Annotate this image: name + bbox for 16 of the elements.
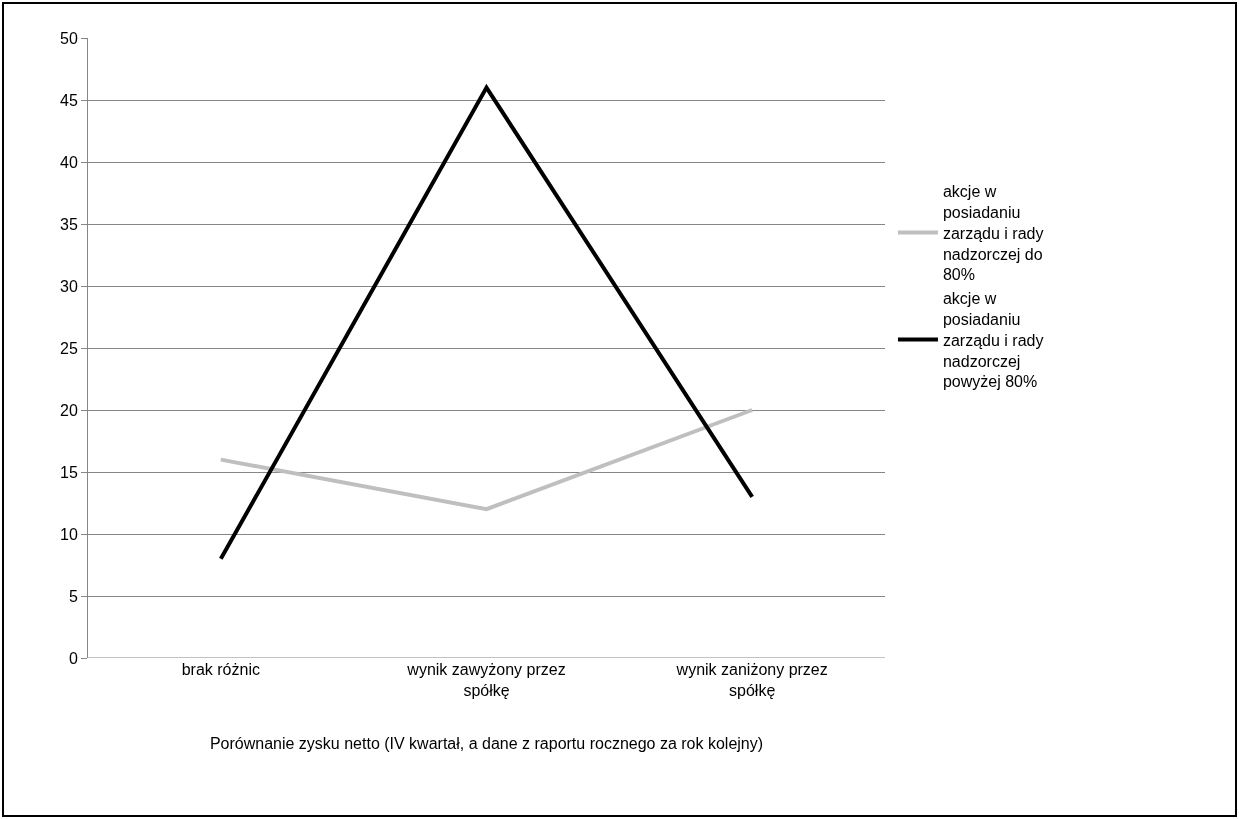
y-tick-label: 0 xyxy=(68,649,78,667)
y-tick-label: 30 xyxy=(60,277,78,295)
y-tick-label: 10 xyxy=(60,525,78,543)
x-tick-label: brak różnic xyxy=(181,661,260,678)
y-tick-label: 15 xyxy=(60,463,78,481)
y-tick-label: 35 xyxy=(60,215,78,233)
y-tick-label: 25 xyxy=(60,339,78,357)
y-tick-label: 50 xyxy=(60,29,78,47)
y-tick-label: 20 xyxy=(60,401,78,419)
x-tick-label: wynik zaniżony przez spółkę xyxy=(675,661,828,699)
y-tick-label: 5 xyxy=(68,587,78,605)
y-tick-label: 40 xyxy=(60,153,78,171)
x-tick-label: wynik zawyżony przez spółkę xyxy=(406,661,566,699)
y-tick-label: 45 xyxy=(60,91,78,109)
legend-label: akcje w posiadaniu zarządu i rady nadzorczej powyżej 80% xyxy=(942,290,1044,391)
x-axis-title: Porównanie zysku netto (IV kwartał, a dane z raportu rocznego za rok kolejny) xyxy=(209,735,764,753)
